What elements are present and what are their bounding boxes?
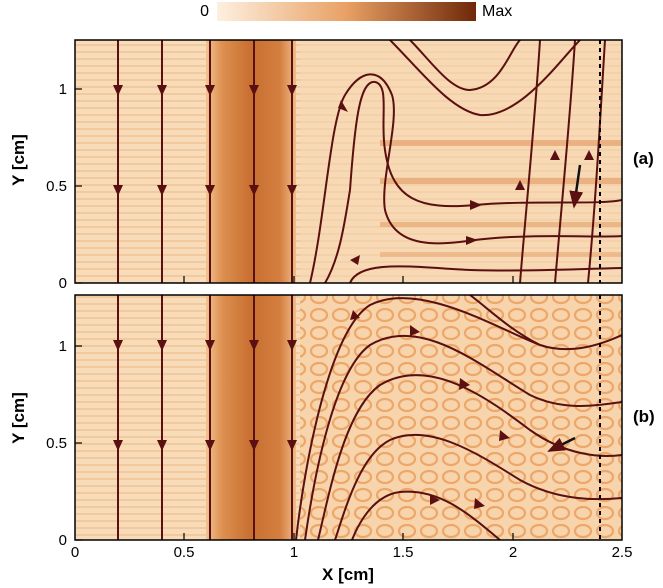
streamline (389, 40, 581, 117)
arrowhead (287, 440, 297, 451)
panel-a-ytick-2: 1 (59, 81, 67, 98)
panel-a-arrowheads (113, 85, 594, 265)
streamline (554, 40, 576, 283)
arrowhead (466, 236, 478, 245)
panel-b-ticks (75, 345, 514, 541)
panel-b-ytick-2: 1 (59, 338, 67, 355)
colorbar: 0 Max (200, 2, 512, 21)
panel-a-stripe (380, 178, 622, 184)
panel-a-stripe (380, 252, 622, 257)
panel-b-arrowheads (113, 310, 510, 509)
arrowhead (249, 85, 259, 96)
arrowhead (249, 440, 259, 451)
arrowhead (249, 340, 259, 351)
streamline (469, 295, 541, 346)
panel-a-stripe (380, 140, 622, 146)
xtick-2: 2 (509, 544, 517, 561)
streamline (519, 40, 541, 283)
arrowhead (157, 340, 167, 351)
streamline (295, 297, 622, 540)
panel-b-ytick-0: 0 (59, 532, 67, 549)
arrowhead (113, 85, 123, 96)
panel-a-arrow-annotation (569, 164, 584, 209)
streamline (334, 433, 622, 540)
xtick-1.5: 1.5 (393, 544, 414, 561)
panel-a-ytick-1: 0.5 (46, 178, 67, 195)
colorbar-gradient (217, 2, 476, 21)
panel-b-frame (74, 294, 623, 541)
arrowhead (515, 180, 525, 190)
arrowhead (249, 185, 259, 196)
panel-a-ytick-0: 0 (59, 275, 67, 292)
arrowhead (350, 310, 360, 320)
panel-a-stripe (380, 222, 622, 227)
panel-a-ticks (75, 88, 514, 284)
arrowhead (205, 340, 215, 351)
panel-b-ylabel: Y [cm] (9, 392, 28, 444)
arrowhead (113, 440, 123, 451)
streamline (304, 334, 622, 540)
xtick-0: 0 (71, 544, 79, 561)
streamline (409, 40, 521, 92)
arrowhead (459, 378, 470, 390)
arrowhead (430, 495, 440, 505)
panel-b-ytick-1: 0.5 (46, 435, 67, 452)
panel-a-ylabel: Y [cm] (9, 134, 28, 186)
streamline (351, 490, 501, 540)
arrowhead (474, 498, 485, 509)
panel-b-arrow-annotation (547, 436, 576, 452)
arrowhead (287, 185, 297, 196)
streamline (317, 374, 622, 540)
arrowhead (205, 85, 215, 96)
panel-a-frame (74, 39, 623, 284)
streamline (587, 40, 606, 283)
colorbar-min-label: 0 (200, 3, 209, 20)
arrowhead (338, 100, 348, 112)
arrowhead (113, 340, 123, 351)
xtick-1: 1 (290, 544, 298, 561)
arrowhead (287, 85, 297, 96)
arrowhead (550, 150, 560, 160)
panel-a-right-region (300, 40, 622, 283)
streamline (324, 80, 622, 283)
arrowhead (205, 440, 215, 451)
streamline (349, 265, 622, 283)
arrowhead (113, 185, 123, 196)
xtick-0.5: 0.5 (174, 544, 195, 561)
panel-b-dark-band (206, 295, 296, 540)
arrowhead (157, 185, 167, 196)
colorbar-max-label: Max (482, 3, 512, 20)
xlabel: X [cm] (322, 565, 374, 584)
panel-a-dark-band (206, 40, 296, 283)
arrowhead (157, 85, 167, 96)
panel-a: 0 0.5 1 Y [cm] (a) (9, 39, 654, 292)
xtick-2.5: 2.5 (612, 544, 633, 561)
arrowhead (470, 200, 482, 210)
arrowhead (205, 185, 215, 196)
panel-b: 0 0.5 1 Y [cm] (b) 0 0.5 1 1.5 2 2.5 X [… (9, 294, 655, 584)
panel-b-label: (b) (633, 407, 655, 426)
panel-a-label: (a) (633, 149, 654, 168)
arrowhead (410, 325, 420, 336)
arrowhead (499, 430, 510, 441)
streamline (309, 73, 622, 283)
panel-b-streamlines (117, 295, 622, 540)
arrowhead (287, 340, 297, 351)
arrowhead (584, 150, 594, 160)
arrowhead (350, 255, 360, 265)
arrowhead (157, 440, 167, 451)
panel-a-streamlines (117, 40, 622, 283)
